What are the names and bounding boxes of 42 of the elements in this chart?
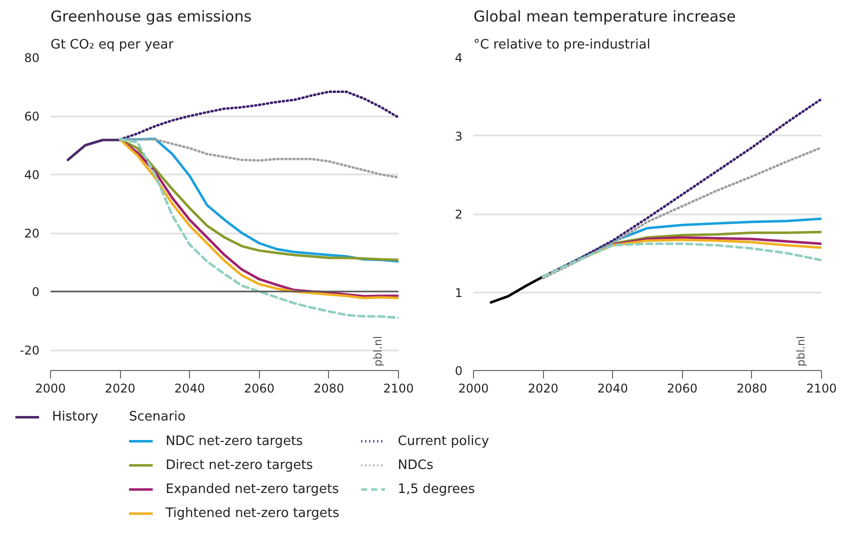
y-tick-label: -20: [20, 344, 40, 358]
legend-label: History: [52, 410, 98, 425]
y-tick-label: 1: [454, 286, 463, 300]
legend-label: 1,5 degrees: [398, 482, 476, 498]
y-tick-label: 20: [24, 226, 40, 241]
x-tick-label: 2020: [528, 382, 558, 396]
legend-label: NDC net-zero targets: [166, 434, 304, 449]
line-series: [118, 138, 398, 179]
x-tick-label: 2000: [35, 382, 66, 396]
x-tick-label: 2080: [314, 382, 344, 396]
y-tick-label: 3: [454, 129, 463, 144]
line-series: [118, 90, 398, 141]
x-tick-label: 2040: [597, 382, 628, 396]
y-tick-label: 80: [24, 51, 40, 65]
x-tick-label: 2060: [244, 382, 275, 396]
x-tick-label: 2020: [104, 382, 136, 396]
y-tick-label: 4: [454, 51, 463, 65]
line-series: [490, 275, 544, 304]
annotation: pbl.nl: [794, 336, 808, 366]
y-tick-label: 0: [32, 285, 40, 300]
y-tick-label: 40: [24, 168, 40, 182]
chart-title: Greenhouse gas emissions: [50, 8, 252, 26]
legend-label: Direct net-zero targets: [166, 458, 314, 473]
x-tick-label: 2060: [667, 382, 698, 396]
y-axis-title: Gt CO₂ eq per year: [50, 38, 174, 52]
y-tick-label: 60: [24, 110, 40, 124]
x-tick-label: 2080: [736, 382, 768, 396]
y-tick-label: 0: [454, 364, 463, 378]
legend-label: Expanded net-zero targets: [166, 482, 340, 498]
legend-label: NDCs: [398, 458, 434, 473]
legend-label: Current policy: [398, 434, 490, 449]
chart-title: Global mean temperature increase: [474, 8, 736, 26]
legend-label: Tightened net-zero targets: [164, 506, 340, 522]
legend-title: Scenario: [129, 410, 186, 425]
y-tick-label: 2: [454, 208, 463, 222]
y-axis-title: °C relative to pre-industrial: [474, 38, 650, 52]
annotation: pbl.nl: [372, 336, 384, 366]
line-series: [542, 146, 822, 280]
x-tick-label: 2100: [383, 382, 414, 396]
x-tick-label: 2000: [458, 382, 489, 396]
x-tick-label: 2040: [174, 382, 205, 396]
x-tick-label: 2100: [806, 382, 837, 396]
